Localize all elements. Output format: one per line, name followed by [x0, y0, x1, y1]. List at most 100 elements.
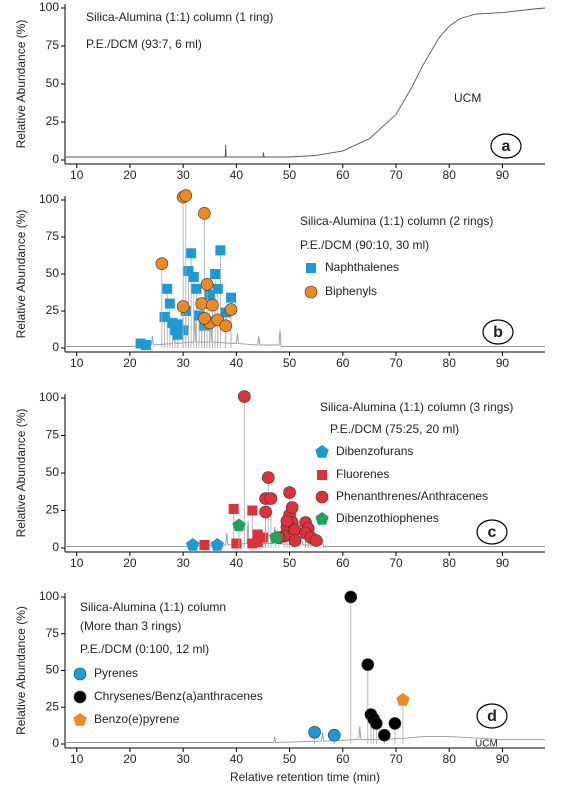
x-tick-label: 60	[336, 556, 350, 570]
y-tick-label: 100	[39, 589, 59, 603]
data-point	[164, 298, 175, 309]
x-tick-label: 70	[389, 168, 403, 182]
data-point	[285, 501, 299, 514]
data-point	[159, 311, 170, 322]
panel-label-circle	[476, 703, 508, 729]
y-tick-label: 100	[39, 192, 59, 206]
legend-label: Naphthalenes	[325, 260, 399, 274]
data-point	[172, 329, 183, 340]
x-tick-label: 80	[443, 356, 457, 370]
x-tick-label: 10	[70, 752, 84, 766]
x-tick-label: 90	[496, 168, 510, 182]
y-tick-label: 0	[52, 340, 59, 354]
x-tick-label: 40	[230, 752, 244, 766]
x-tick-label: 70	[389, 356, 403, 370]
panel-label: b	[493, 324, 503, 341]
x-tick-label: 20	[123, 356, 137, 370]
y-tick-label: 100	[39, 0, 59, 14]
data-point	[200, 278, 214, 291]
data-point	[199, 540, 210, 550]
data-point	[224, 303, 238, 316]
panel-text: Silica-Alumina (1:1) column (3 rings)	[320, 400, 513, 414]
data-point	[191, 283, 202, 294]
data-point	[140, 340, 151, 351]
x-tick-label: 10	[70, 356, 84, 370]
data-point	[167, 317, 178, 328]
x-tick-label: 70	[389, 556, 403, 570]
chromatogram-trace	[65, 726, 545, 743]
y-axis-label: Relative Abundance (%)	[14, 20, 28, 149]
legend-marker	[315, 490, 329, 504]
x-tick-label: 40	[230, 356, 244, 370]
y-tick-label: 75	[46, 229, 60, 243]
data-point	[252, 537, 263, 547]
data-point	[309, 534, 323, 547]
data-point	[188, 271, 199, 282]
chromatogram-trace	[65, 7, 546, 158]
data-point	[186, 248, 197, 259]
legend-marker	[304, 285, 318, 299]
legend-label: Dibenzofurans	[336, 444, 413, 458]
data-point	[204, 289, 215, 300]
x-tick-label: 30	[176, 168, 190, 182]
x-tick-label: 30	[176, 752, 190, 766]
data-point	[186, 538, 200, 551]
x-tick-label: 10	[70, 556, 84, 570]
data-point	[228, 504, 239, 514]
x-tick-label: 80	[443, 752, 457, 766]
data-point	[370, 717, 383, 730]
legend-label: Benzo(e)pyrene	[94, 712, 180, 726]
x-tick-label: 60	[336, 356, 350, 370]
legend-label: Phenanthrenes/Anthracenes	[336, 489, 488, 503]
x-tick-label: 10	[70, 168, 84, 182]
y-tick-label: 50	[46, 663, 60, 677]
x-tick-label: 30	[176, 356, 190, 370]
panel-label-circle	[476, 519, 508, 545]
legend-label: Dibenzothiophenes	[336, 511, 439, 525]
data-point	[327, 728, 341, 742]
legend-label: Pyrenes	[94, 666, 138, 680]
panel-text: P.E./DCM (0:100, 12 ml)	[80, 642, 209, 656]
legend-marker	[306, 263, 316, 273]
data-point	[269, 530, 283, 544]
x-tick-label: 50	[283, 556, 297, 570]
x-tick-label: 90	[496, 356, 510, 370]
legend-marker	[73, 690, 87, 704]
legend-marker	[317, 470, 327, 480]
x-tick-label: 50	[283, 752, 297, 766]
legend-label: Biphenyls	[325, 284, 377, 298]
y-tick-label: 25	[46, 303, 60, 317]
data-point	[232, 518, 246, 532]
panel-text: P.E./DCM (75:25, 20 ml)	[330, 422, 459, 436]
panel-label: d	[487, 708, 497, 725]
x-tick-label: 90	[496, 752, 510, 766]
data-point	[308, 725, 321, 739]
x-tick-label: 70	[389, 752, 403, 766]
y-tick-label: 25	[46, 114, 60, 128]
y-tick-label: 75	[46, 38, 60, 52]
annotation: UCM	[454, 91, 481, 105]
chromatogram-trace	[65, 520, 545, 547]
data-point	[259, 505, 272, 519]
data-point	[198, 207, 211, 220]
data-point	[252, 529, 263, 540]
legend-marker	[73, 667, 87, 681]
data-point	[206, 298, 219, 312]
data-point	[283, 486, 296, 499]
panel-text: Silica-Alumina (1:1) column	[80, 600, 226, 614]
data-point	[215, 245, 226, 256]
x-tick-label: 20	[123, 168, 137, 182]
x-tick-label: 50	[283, 168, 297, 182]
data-point	[388, 717, 402, 730]
data-point	[212, 283, 223, 294]
data-point	[361, 658, 375, 671]
data-point	[377, 728, 391, 742]
data-point	[247, 505, 258, 516]
x-tick-label: 80	[443, 556, 457, 570]
x-tick-label: 40	[230, 556, 244, 570]
annotation: UCM	[475, 739, 498, 750]
data-point	[210, 269, 221, 279]
x-tick-label: 60	[336, 752, 350, 766]
legend-label: Fluorenes	[336, 467, 389, 481]
y-tick-label: 0	[52, 152, 59, 166]
